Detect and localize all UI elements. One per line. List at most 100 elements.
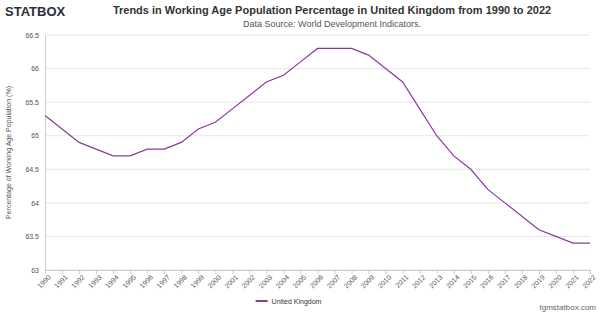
y-tick-label: 66 (31, 65, 39, 72)
y-tick: 66 (31, 65, 45, 72)
legend-label: United Kingdom (272, 298, 322, 306)
x-tick-label: 1991 (53, 273, 69, 289)
legend-swatch (256, 300, 268, 302)
x-tick-label: 2006 (308, 273, 324, 289)
x-tick-label: 1993 (87, 273, 103, 289)
y-axis-line (45, 36, 46, 271)
x-axis-line (46, 271, 591, 275)
x-tick-label: 2007 (326, 273, 342, 289)
x-tick: 2001 (223, 270, 239, 289)
x-tick: 1990 (36, 270, 52, 289)
x-tick-label: 2017 (496, 273, 512, 289)
grid-line (45, 236, 590, 237)
x-tick-label: 2013 (428, 273, 444, 289)
x-tick: 1995 (121, 270, 137, 289)
watermark: tgmstatbox.com (540, 303, 597, 312)
x-tick-label: 2014 (445, 273, 461, 289)
x-tick: 2014 (445, 270, 461, 289)
y-tick-label: 65 (31, 132, 39, 139)
x-tick-label: 2018 (513, 273, 529, 289)
grid-line (45, 68, 590, 69)
legend: United Kingdom (256, 298, 322, 306)
x-tick-label: 1999 (189, 273, 205, 289)
x-tick: 2008 (343, 270, 359, 289)
grid-line (45, 35, 590, 36)
x-tick-label: 1990 (36, 273, 52, 289)
series-group (45, 48, 590, 243)
x-tick: 2007 (326, 270, 342, 289)
y-tick-label: 63.5 (25, 233, 39, 240)
logo: STATBOX (5, 4, 66, 19)
x-tick: 1996 (138, 270, 154, 289)
y-tick-label: 66.5 (25, 32, 39, 39)
x-tick-label: 2021 (564, 273, 580, 289)
y-tick: 64 (31, 200, 45, 207)
x-tick-label: 1997 (155, 273, 171, 289)
x-tick-label: 2015 (462, 273, 478, 289)
x-tick: 1997 (155, 270, 171, 289)
x-tick: 2005 (291, 270, 307, 289)
x-tick-label: 2002 (240, 273, 256, 289)
x-tick-label: 2010 (377, 273, 393, 289)
subtitle: Data Source: World Development Indicator… (243, 19, 421, 29)
x-tick-label: 2019 (530, 273, 546, 289)
x-tick: 2022 (581, 270, 597, 289)
x-tick-label: 1995 (121, 273, 137, 289)
grid-line (45, 202, 590, 203)
grid-line (45, 169, 590, 170)
y-tick: 66.5 (25, 32, 45, 39)
x-tick: 2013 (428, 270, 444, 289)
x-axis: 1990199119921993199419951996199719981999… (36, 270, 597, 289)
y-tick: 65 (31, 132, 45, 139)
x-tick-label: 1994 (104, 273, 120, 289)
x-tick-label: 2008 (343, 273, 359, 289)
x-tick: 2009 (360, 270, 376, 289)
x-tick: 2018 (513, 270, 529, 289)
x-tick: 2000 (206, 270, 222, 289)
x-tick-label: 2003 (257, 273, 273, 289)
x-tick: 1993 (87, 270, 103, 289)
y-tick: 63.5 (25, 233, 45, 240)
x-tick: 2015 (462, 270, 478, 289)
y-tick-label: 64.5 (25, 166, 39, 173)
y-axis-title: Percentage of Working Age Population (%) (5, 86, 13, 219)
y-tick-label: 65.5 (25, 99, 39, 106)
x-tick: 2002 (240, 270, 256, 289)
x-tick: 2016 (479, 270, 495, 289)
x-tick: 2003 (257, 270, 273, 289)
title: Trends in Working Age Population Percent… (113, 4, 551, 16)
x-tick: 1999 (189, 270, 205, 289)
x-tick: 2021 (564, 270, 580, 289)
x-tick-label: 2022 (581, 273, 597, 289)
y-tick-label: 64 (31, 200, 39, 207)
y-tick: 63 (31, 267, 45, 274)
x-tick-label: 1992 (70, 273, 86, 289)
x-tick-label: 2001 (223, 273, 239, 289)
x-tick: 1998 (172, 270, 188, 289)
x-tick-label: 1996 (138, 273, 154, 289)
x-tick-label: 2000 (206, 273, 222, 289)
y-tick: 64.5 (25, 166, 45, 173)
x-tick-label: 2004 (274, 273, 290, 289)
x-tick-label: 2005 (291, 273, 307, 289)
x-tick: 2019 (530, 270, 546, 289)
x-tick: 2006 (308, 270, 324, 289)
x-tick: 1991 (53, 270, 69, 289)
grid-line (45, 135, 590, 136)
line (45, 48, 590, 243)
x-tick: 2010 (377, 270, 393, 289)
plot: 63 63.5 64 64.5 65 65.5 66 66.5 1990199119921993… (25, 32, 597, 290)
y-tick-label: 63 (31, 267, 39, 274)
x-tick-label: 2009 (360, 273, 376, 289)
y-axis: 63 63.5 64 64.5 65 65.5 66 66.5 (25, 32, 45, 274)
grid-line (45, 102, 590, 103)
x-tick: 2012 (411, 270, 427, 289)
x-tick: 2017 (496, 270, 512, 289)
x-tick: 1994 (104, 270, 120, 289)
x-tick-label: 2012 (411, 273, 427, 289)
x-tick: 2020 (547, 270, 563, 289)
grid (45, 35, 590, 270)
x-tick-label: 2011 (394, 273, 410, 289)
chart: STATBOX tgmstatbox.com Trends in Working A… (0, 0, 600, 314)
x-tick-label: 1998 (172, 273, 188, 289)
